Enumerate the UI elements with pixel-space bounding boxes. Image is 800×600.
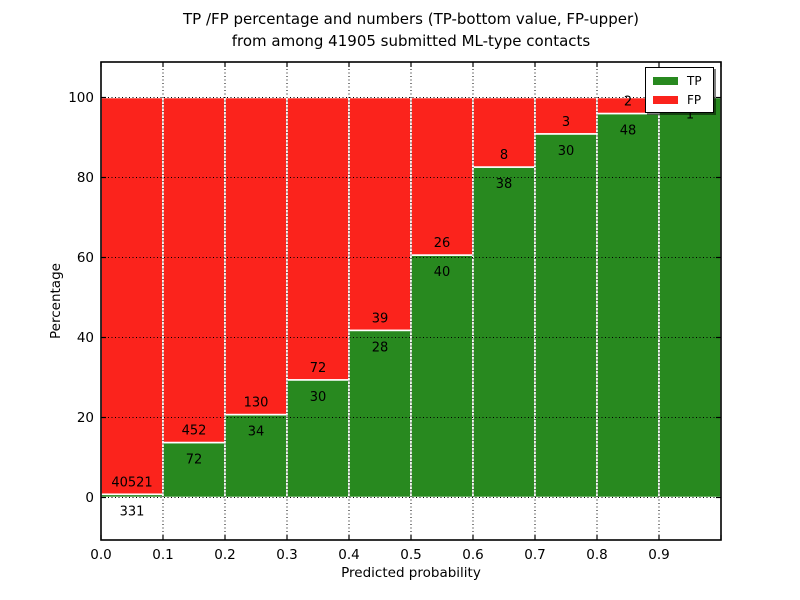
bar-fp-5 — [410, 96, 474, 256]
legend-swatch-tp-icon — [653, 76, 678, 85]
bar-label-tp-2: 34 — [248, 425, 265, 440]
bar-label-fp-5: 26 — [434, 236, 451, 251]
bar-label-fp-8: 2 — [624, 95, 632, 110]
bar-tp-8 — [596, 112, 660, 499]
bar-label-tp-4: 28 — [372, 340, 389, 355]
bar-fp-4 — [348, 96, 412, 332]
bar-fp-1 — [162, 96, 226, 444]
bar-label-fp-3: 72 — [310, 361, 327, 376]
chart-title-line2: from among 41905 submitted ML-type conta… — [231, 32, 591, 50]
bar-tp-3 — [286, 379, 350, 499]
y-axis-label: Percentage — [48, 263, 64, 339]
bar-tp-1 — [162, 441, 226, 499]
bar-tp-9 — [658, 96, 722, 499]
bar-label-tp-7: 30 — [558, 144, 575, 159]
x-tick-label-0.4: 0.4 — [338, 547, 359, 563]
bar-label-tp-8: 48 — [620, 124, 637, 139]
bar-fp-2 — [224, 96, 288, 416]
x-tick-label-0.5: 0.5 — [400, 547, 421, 563]
x-tick-label-0.8: 0.8 — [586, 547, 607, 563]
x-tick-label-0.6: 0.6 — [462, 547, 483, 563]
bar-label-fp-1: 452 — [182, 424, 207, 439]
bar-label-tp-0: 331 — [120, 504, 145, 519]
legend-entry-fp: FP — [653, 94, 706, 106]
y-tick-label-60: 60 — [77, 250, 94, 266]
bar-fp-7 — [534, 96, 598, 135]
legend: TP FP — [645, 67, 714, 113]
bar-label-tp-5: 40 — [434, 265, 451, 280]
bar-label-tp-9: 1 — [686, 108, 694, 123]
y-tick-label-80: 80 — [77, 170, 94, 186]
bar-tp-5 — [410, 254, 474, 499]
x-tick-label-0.9: 0.9 — [648, 547, 669, 563]
chart-title: TP /FP percentage and numbers (TP-bottom… — [101, 8, 721, 52]
x-axis-label: Predicted probability — [341, 565, 481, 581]
y-tick-label-20: 20 — [77, 410, 94, 426]
chart-title-line1: TP /FP percentage and numbers (TP-bottom… — [183, 10, 639, 28]
bar-fp-3 — [286, 96, 350, 381]
x-tick-label-0.7: 0.7 — [524, 547, 545, 563]
legend-swatch-fp-icon — [653, 95, 678, 104]
bar-label-tp-6: 38 — [496, 177, 513, 192]
x-tick-label-0.0: 0.0 — [90, 547, 111, 563]
bar-tp-6 — [472, 166, 536, 499]
x-tick-label-0.1: 0.1 — [152, 547, 173, 563]
bar-label-fp-2: 130 — [244, 396, 269, 411]
bar-label-tp-1: 72 — [186, 453, 203, 468]
y-tick-label-40: 40 — [77, 330, 94, 346]
bar-tp-4 — [348, 329, 412, 499]
legend-label-fp: FP — [687, 92, 702, 107]
bar-label-fp-7: 3 — [562, 115, 570, 130]
bar-fp-0 — [100, 96, 164, 496]
y-tick-label-0: 0 — [85, 490, 94, 506]
x-tick-label-0.2: 0.2 — [214, 547, 235, 563]
bar-tp-7 — [534, 133, 598, 499]
bar-label-fp-6: 8 — [500, 148, 508, 163]
legend-label-tp: TP — [687, 73, 702, 88]
x-tick-label-0.3: 0.3 — [276, 547, 297, 563]
legend-entry-tp: TP — [653, 75, 706, 87]
bar-label-tp-3: 30 — [310, 390, 327, 405]
bar-label-fp-4: 39 — [372, 311, 389, 326]
bar-label-fp-0: 40521 — [111, 475, 152, 490]
y-tick-label-100: 100 — [68, 90, 94, 106]
